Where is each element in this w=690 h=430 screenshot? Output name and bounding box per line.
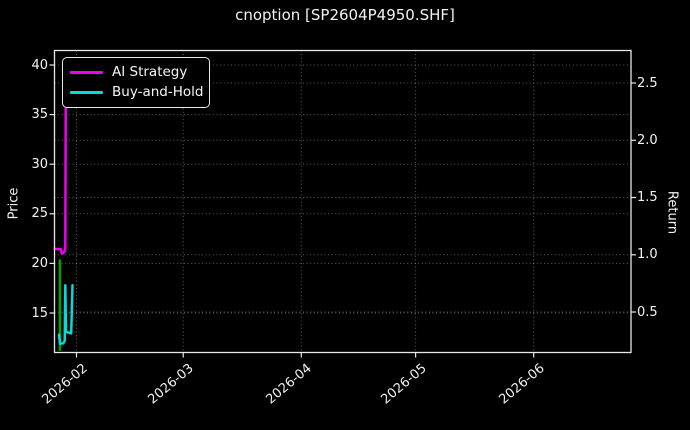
y-tick-label-left: 35: [31, 107, 48, 123]
y-tick-label-left: 25: [31, 206, 48, 222]
plot-border: [53, 49, 632, 354]
series-line-buy-and-hold: [57, 283, 74, 346]
y-tick-label-left: 20: [31, 255, 48, 271]
y-tick-label-right: 2.5: [637, 75, 658, 91]
y-tick-label-right: 0.5: [637, 304, 658, 320]
legend-entry-ai-strategy: AI Strategy: [70, 62, 203, 82]
y-tick-label-left: 40: [31, 57, 48, 73]
chart-window: { "title": "cnoption [SP2604P4950.SHF]",…: [6, 6, 680, 408]
tick-label-layer: 40 35 30 25 20 15 2.5 2.0 1.5 1.0 0.5 2026-02 2026-0…: [31, 57, 658, 408]
x-tick-label: 2026-05: [377, 361, 430, 408]
legend: AI Strategy Buy-and-Hold: [62, 57, 210, 108]
legend-label-buy-and-hold: Buy-and-Hold: [112, 84, 204, 100]
x-tick-label: 2026-02: [38, 361, 91, 408]
legend-swatch-buy-and-hold: [70, 90, 103, 94]
y-tick-label-right: 1.0: [637, 247, 658, 263]
y-tick-label-left: 30: [31, 156, 48, 172]
x-tick-label: 2026-03: [145, 361, 197, 408]
legend-entry-buy-and-hold: Buy-and-Hold: [70, 82, 203, 102]
legend-label-ai-strategy: AI Strategy: [112, 64, 188, 80]
y-tick-label-left: 15: [31, 305, 48, 321]
series-line-ai-strategy: [53, 78, 68, 255]
y-tick-label-right: 2.0: [637, 132, 658, 148]
x-tick-label: 2026-06: [496, 361, 548, 408]
x-tick-label: 2026-04: [263, 361, 315, 408]
legend-swatch-ai-strategy: [70, 70, 103, 74]
y-tick-label-right: 1.5: [637, 190, 658, 205]
chart-title: cnoption [SP2604P4950.SHF]: [235, 6, 455, 24]
